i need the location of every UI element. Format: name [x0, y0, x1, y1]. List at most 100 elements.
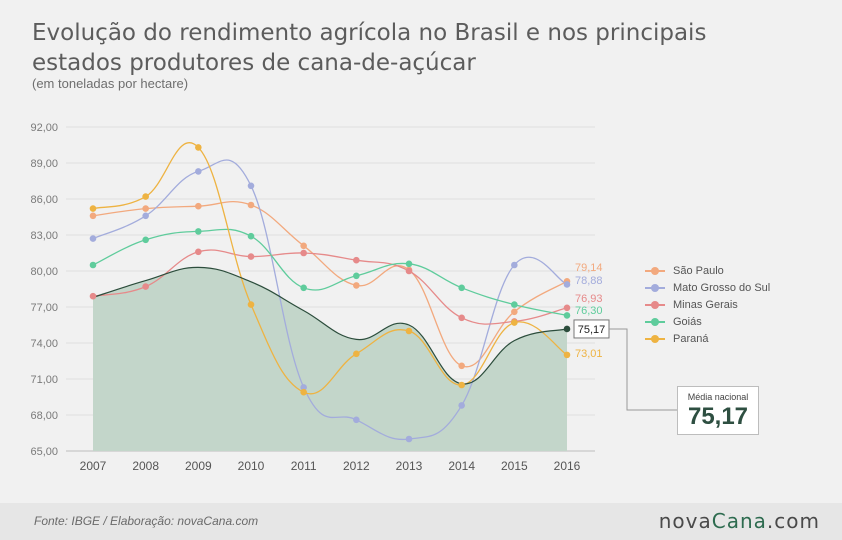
- legend-label: Mato Grosso do Sul: [673, 281, 771, 294]
- novacana-logo: novaCana.com: [658, 509, 820, 533]
- legend-swatch: [645, 300, 665, 310]
- legend-item-sao-paulo: São Paulo: [645, 262, 770, 279]
- series-point: [511, 319, 518, 326]
- x-tick-label: 2014: [448, 459, 475, 473]
- y-tick-label: 77,00: [30, 302, 58, 314]
- footer: Fonte: IBGE / Elaboração: novaCana.com n…: [0, 503, 842, 540]
- series-point: [89, 235, 97, 242]
- y-tick-label: 83,00: [30, 230, 58, 242]
- y-tick-label: 89,00: [30, 158, 58, 170]
- series-point: [195, 168, 202, 175]
- series-point: [142, 283, 149, 290]
- series-point: [353, 350, 360, 358]
- series-point: [405, 435, 413, 443]
- x-tick-label: 2010: [238, 459, 265, 473]
- series-point: [405, 327, 413, 335]
- x-tick-label: 2015: [501, 459, 528, 473]
- legend-item-minas-gerais: Minas Gerais: [645, 296, 770, 313]
- legend-label: São Paulo: [673, 264, 724, 277]
- legend-label: Goiás: [673, 315, 702, 328]
- x-tick-label: 2008: [132, 459, 159, 473]
- y-axis-ticks: 92,00 89,00 86,00 83,00 80,00 77,00 74,00 71,00…: [30, 122, 58, 458]
- source-text: Fonte: IBGE / Elaboração: novaCana.com: [34, 514, 259, 528]
- national-end-label: 75,17: [578, 324, 606, 336]
- legend-swatch: [645, 334, 665, 344]
- series-point: [353, 282, 360, 289]
- series-point: [511, 261, 518, 269]
- series-point: [195, 202, 202, 210]
- x-tick-label: 2007: [80, 459, 107, 473]
- x-axis-ticks: 2007 2008 2009 2010 2011 2012 2013 2014 2015 2016: [80, 459, 581, 473]
- series-point: [142, 212, 149, 220]
- end-label: 76,93: [575, 293, 603, 305]
- series-point: [247, 182, 255, 190]
- series-point: [511, 308, 518, 316]
- series-line: [92, 201, 568, 368]
- national-average-label: Média nacional: [687, 392, 749, 402]
- national-average-value: 75,17: [687, 403, 749, 430]
- end-label: 79,14: [575, 262, 603, 274]
- series-point: [353, 416, 360, 424]
- y-tick-label: 74,00: [30, 338, 58, 350]
- chart-title: Evolução do rendimento agrícola no Brasi…: [32, 20, 707, 76]
- x-tick-label: 2016: [554, 459, 581, 473]
- series-point: [247, 301, 255, 308]
- series-point: [195, 228, 202, 235]
- series-point: [563, 281, 571, 288]
- series-point: [458, 362, 465, 370]
- end-label: 73,01: [575, 348, 603, 360]
- series-point: [458, 381, 465, 389]
- series-point: [89, 212, 97, 220]
- y-tick-label: 86,00: [30, 194, 58, 206]
- legend-label: Minas Gerais: [673, 298, 738, 311]
- y-tick-label: 80,00: [30, 266, 58, 278]
- series-point: [458, 314, 465, 322]
- series-point: [247, 232, 255, 240]
- series-point: [247, 253, 255, 260]
- end-label: 76,30: [575, 305, 603, 317]
- series-point: [563, 351, 571, 359]
- series-point: [142, 205, 149, 212]
- end-label: 78,88: [575, 275, 603, 287]
- x-tick-label: 2012: [343, 459, 370, 473]
- legend-item-goias: Goiás: [645, 313, 770, 330]
- series-point: [300, 388, 307, 396]
- series-line: [92, 249, 568, 325]
- series-point: [89, 205, 97, 212]
- series-points: [89, 144, 571, 443]
- national-area: [93, 267, 567, 451]
- series-point: [195, 144, 202, 151]
- legend-swatch: [645, 317, 665, 327]
- series-line: [92, 159, 568, 441]
- legend-item-parana: Paraná: [645, 330, 770, 347]
- x-tick-label: 2013: [396, 459, 423, 473]
- national-point: [563, 325, 571, 333]
- series-point: [247, 201, 255, 209]
- series-point: [458, 402, 465, 409]
- legend-item-mato-grosso-do-sul: Mato Grosso do Sul: [645, 279, 770, 296]
- legend-swatch: [645, 283, 665, 293]
- series-line: [92, 228, 568, 317]
- series-point: [300, 284, 307, 292]
- legend-label: Paraná: [673, 332, 709, 345]
- series-point: [300, 249, 307, 257]
- series-point: [563, 312, 571, 319]
- line-chart: 92,00 89,00 86,00 83,00 80,00 77,00 74,00 71,00…: [30, 122, 677, 473]
- legend-swatch: [645, 266, 665, 276]
- series-point: [142, 236, 149, 244]
- series-line: [92, 142, 568, 395]
- series-point: [195, 248, 202, 256]
- x-tick-label: 2011: [291, 459, 317, 473]
- x-tick-label: 2009: [185, 459, 212, 473]
- series-point: [563, 304, 571, 312]
- series-point: [300, 242, 307, 250]
- y-tick-label: 71,00: [30, 374, 58, 386]
- series-point: [89, 261, 97, 269]
- series-point: [89, 292, 97, 300]
- series-point: [405, 267, 413, 275]
- series-point: [353, 272, 360, 280]
- chart-subtitle: (em toneladas por hectare): [32, 76, 189, 91]
- callout-connector: [609, 328, 677, 411]
- series-point: [300, 384, 307, 391]
